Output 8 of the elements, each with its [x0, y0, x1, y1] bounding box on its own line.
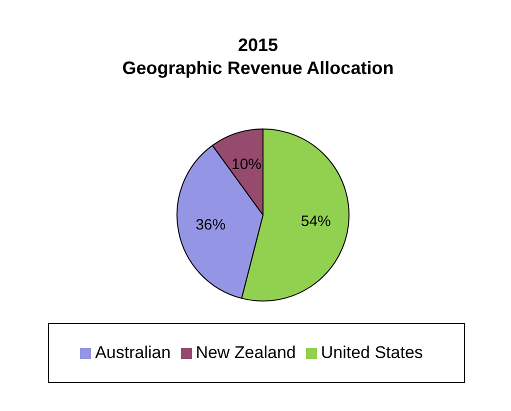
legend-label: Australian	[95, 343, 171, 362]
data-label: 36%	[196, 216, 226, 234]
data-label: 10%	[232, 156, 262, 173]
legend-label: New Zealand	[196, 343, 296, 362]
legend-label: United States	[320, 343, 423, 362]
chart-title: 2015	[238, 35, 278, 55]
chart-subtitle: Geographic Revenue Allocation	[122, 58, 394, 78]
data-label: 54%	[300, 213, 331, 230]
